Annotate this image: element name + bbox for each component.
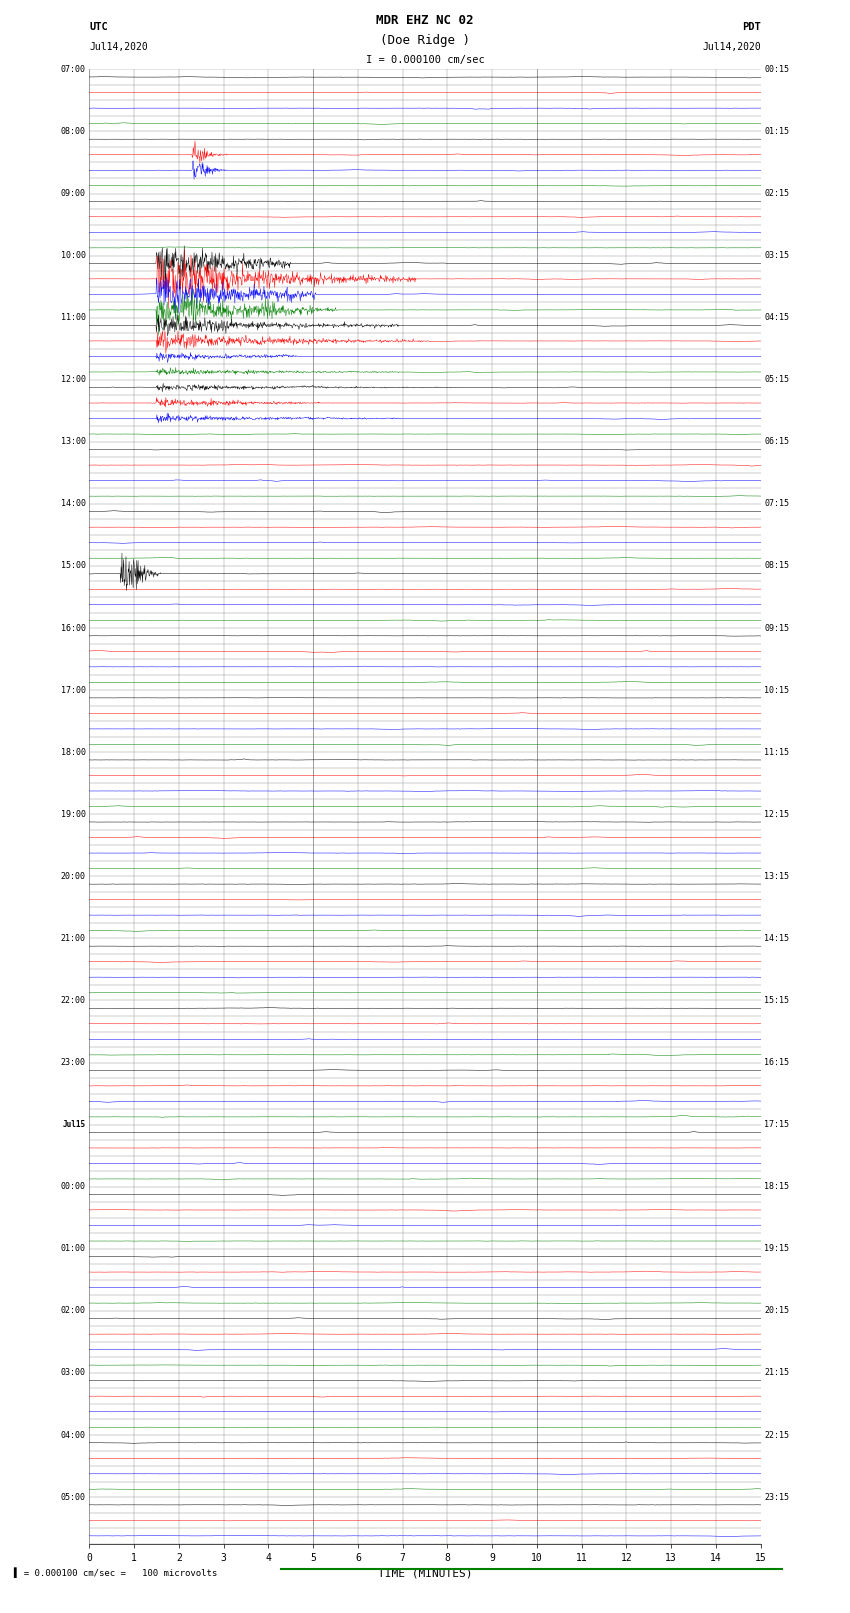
Text: 23:15: 23:15 bbox=[764, 1492, 789, 1502]
Text: 18:15: 18:15 bbox=[764, 1182, 789, 1192]
Text: I = 0.000100 cm/sec: I = 0.000100 cm/sec bbox=[366, 55, 484, 65]
Text: 10:15: 10:15 bbox=[764, 686, 789, 695]
Text: 14:00: 14:00 bbox=[61, 500, 86, 508]
Text: 00:15: 00:15 bbox=[764, 65, 789, 74]
Text: 02:15: 02:15 bbox=[764, 189, 789, 198]
Text: 13:15: 13:15 bbox=[764, 873, 789, 881]
X-axis label: TIME (MINUTES): TIME (MINUTES) bbox=[377, 1568, 473, 1578]
Text: 07:15: 07:15 bbox=[764, 500, 789, 508]
Text: (Doe Ridge ): (Doe Ridge ) bbox=[380, 34, 470, 47]
Text: PDT: PDT bbox=[742, 23, 761, 32]
Text: 21:00: 21:00 bbox=[61, 934, 86, 944]
Text: 03:15: 03:15 bbox=[764, 252, 789, 260]
Text: 05:15: 05:15 bbox=[764, 376, 789, 384]
Text: 19:15: 19:15 bbox=[764, 1244, 789, 1253]
Text: 17:15: 17:15 bbox=[764, 1119, 789, 1129]
Text: Jul15: Jul15 bbox=[63, 1119, 86, 1129]
Text: 22:15: 22:15 bbox=[764, 1431, 789, 1439]
Text: 11:00: 11:00 bbox=[61, 313, 86, 323]
Text: 01:15: 01:15 bbox=[764, 127, 789, 135]
Text: Jul14,2020: Jul14,2020 bbox=[702, 42, 761, 52]
Text: Jul14,2020: Jul14,2020 bbox=[89, 42, 148, 52]
Text: 02:00: 02:00 bbox=[61, 1307, 86, 1315]
Text: 23:00: 23:00 bbox=[61, 1058, 86, 1068]
Text: 19:00: 19:00 bbox=[61, 810, 86, 819]
Text: 08:15: 08:15 bbox=[764, 561, 789, 571]
Text: 05:00: 05:00 bbox=[61, 1492, 86, 1502]
Text: 18:00: 18:00 bbox=[61, 748, 86, 756]
Text: 20:00: 20:00 bbox=[61, 873, 86, 881]
Text: 12:15: 12:15 bbox=[764, 810, 789, 819]
Text: 22:00: 22:00 bbox=[61, 995, 86, 1005]
Text: 12:00: 12:00 bbox=[61, 376, 86, 384]
Text: 00:00: 00:00 bbox=[61, 1182, 86, 1192]
Text: 16:00: 16:00 bbox=[61, 624, 86, 632]
Text: UTC: UTC bbox=[89, 23, 108, 32]
Text: ▌ = 0.000100 cm/sec =   100 microvolts: ▌ = 0.000100 cm/sec = 100 microvolts bbox=[13, 1568, 217, 1578]
Text: 20:15: 20:15 bbox=[764, 1307, 789, 1315]
Text: 11:15: 11:15 bbox=[764, 748, 789, 756]
Text: 14:15: 14:15 bbox=[764, 934, 789, 944]
Text: 09:00: 09:00 bbox=[61, 189, 86, 198]
Text: 15:15: 15:15 bbox=[764, 995, 789, 1005]
Text: 01:00: 01:00 bbox=[61, 1244, 86, 1253]
Text: 07:00: 07:00 bbox=[61, 65, 86, 74]
Text: 04:15: 04:15 bbox=[764, 313, 789, 323]
Text: 17:00: 17:00 bbox=[61, 686, 86, 695]
Text: 15:00: 15:00 bbox=[61, 561, 86, 571]
Text: 04:00: 04:00 bbox=[61, 1431, 86, 1439]
Text: 06:15: 06:15 bbox=[764, 437, 789, 447]
Text: 09:15: 09:15 bbox=[764, 624, 789, 632]
Text: MDR EHZ NC 02: MDR EHZ NC 02 bbox=[377, 15, 473, 27]
Text: 21:15: 21:15 bbox=[764, 1368, 789, 1378]
Text: 10:00: 10:00 bbox=[61, 252, 86, 260]
Text: 03:00: 03:00 bbox=[61, 1368, 86, 1378]
Text: 16:15: 16:15 bbox=[764, 1058, 789, 1068]
Text: 13:00: 13:00 bbox=[61, 437, 86, 447]
Text: 08:00: 08:00 bbox=[61, 127, 86, 135]
